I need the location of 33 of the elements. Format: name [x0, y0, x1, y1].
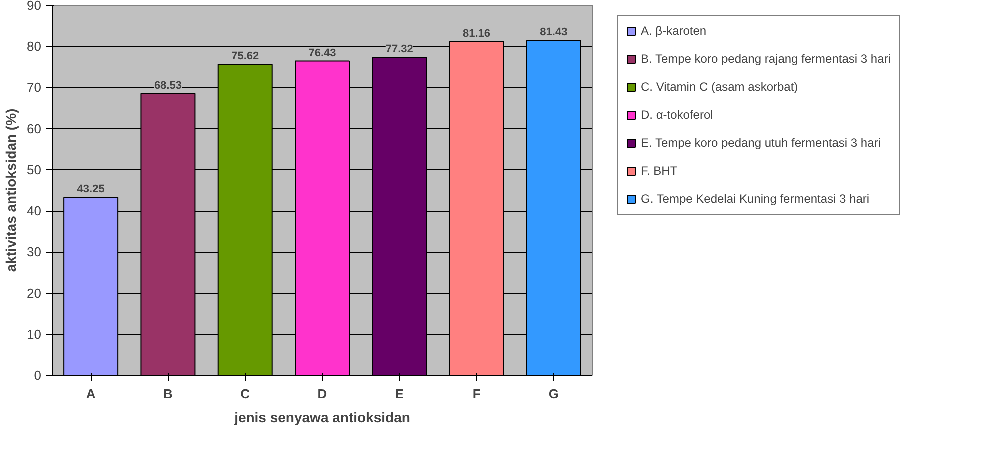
data-label: 68.53 — [154, 80, 182, 92]
y-tick-label: 50 — [27, 162, 42, 178]
data-label: 81.16 — [463, 28, 491, 40]
y-axis-title: aktivitas antioksidan (%) — [3, 108, 20, 272]
y-tick-label: 70 — [27, 80, 42, 96]
x-tick-label: A — [86, 386, 96, 402]
data-label: 76.43 — [308, 47, 336, 60]
legend-label: E. Tempe koro pedang utuh fermentasi 3 hari — [641, 136, 881, 150]
data-label: 75.62 — [232, 50, 260, 63]
y-tick-label: 10 — [27, 326, 42, 342]
legend-label: C. Vitamin C (asam askorbat) — [641, 80, 798, 94]
x-tick-label: D — [318, 386, 328, 402]
y-tick-label: 90 — [27, 0, 42, 13]
x-tick-label: E — [395, 386, 404, 402]
legend-label: A. β-karoten — [641, 24, 707, 38]
x-tick-label: C — [240, 386, 251, 402]
data-label: 77.32 — [386, 44, 414, 56]
y-tick-label: 80 — [27, 39, 42, 54]
y-tick-label: 0 — [34, 368, 42, 383]
x-tick-label: G — [548, 386, 559, 402]
legend-label: G. Tempe Kedelai Kuning fermentasi 3 hari — [641, 192, 870, 206]
y-tick-label: 40 — [27, 204, 42, 219]
legend-label: F. BHT — [641, 164, 678, 178]
y-tick-label: 60 — [27, 121, 42, 136]
data-label: 81.43 — [540, 26, 568, 39]
y-tick-label: 30 — [27, 244, 42, 260]
y-tick-label: 20 — [27, 286, 42, 301]
x-tick-label: F — [472, 386, 481, 402]
legend-label: B. Tempe koro pedang rajang fermentasi 3 hari — [641, 52, 891, 66]
legend-label: D. α-tokoferol — [641, 108, 714, 122]
data-label: 43.25 — [77, 184, 105, 196]
x-tick-label: B — [164, 386, 173, 402]
x-axis-title: jenis senyawa antioksidan — [234, 410, 410, 426]
